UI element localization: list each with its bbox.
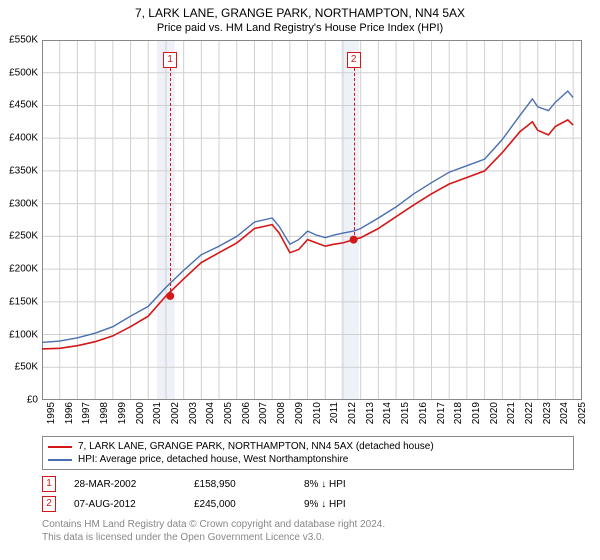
- table-row: 2 07-AUG-2012 £245,000 9% ↓ HPI: [42, 494, 404, 514]
- legend-item: 7, LARK LANE, GRANGE PARK, NORTHAMPTON, …: [48, 440, 568, 453]
- footer-line: Contains HM Land Registry data © Crown c…: [42, 518, 385, 531]
- transaction-table: 1 28-MAR-2002 £158,950 8% ↓ HPI 2 07-AUG…: [42, 474, 404, 514]
- legend-label: HPI: Average price, detached house, West…: [78, 454, 348, 465]
- plot-svg: [42, 40, 582, 400]
- footer: Contains HM Land Registry data © Crown c…: [42, 518, 385, 544]
- chart-title: 7, LARK LANE, GRANGE PARK, NORTHAMPTON, …: [0, 0, 600, 20]
- transaction-diff: 9% ↓ HPI: [304, 499, 404, 510]
- transaction-diff: 8% ↓ HPI: [304, 479, 404, 490]
- transaction-marker-icon: 1: [42, 476, 56, 492]
- plot-background: [42, 40, 582, 400]
- plot-area: £0£50K£100K£150K£200K£250K£300K£350K£400…: [42, 40, 582, 400]
- table-row: 1 28-MAR-2002 £158,950 8% ↓ HPI: [42, 474, 404, 494]
- chart-subtitle: Price paid vs. HM Land Registry's House …: [0, 20, 600, 34]
- transaction-price: £158,950: [194, 479, 304, 490]
- transaction-date: 28-MAR-2002: [74, 479, 194, 490]
- legend: 7, LARK LANE, GRANGE PARK, NORTHAMPTON, …: [42, 436, 574, 470]
- legend-item: HPI: Average price, detached house, West…: [48, 453, 568, 466]
- footer-line: This data is licensed under the Open Gov…: [42, 531, 385, 544]
- legend-swatch: [48, 446, 72, 448]
- chart-container: 7, LARK LANE, GRANGE PARK, NORTHAMPTON, …: [0, 0, 600, 560]
- transaction-price: £245,000: [194, 499, 304, 510]
- legend-label: 7, LARK LANE, GRANGE PARK, NORTHAMPTON, …: [78, 441, 434, 452]
- transaction-date: 07-AUG-2012: [74, 499, 194, 510]
- transaction-marker-icon: 2: [42, 496, 56, 512]
- legend-swatch: [48, 459, 72, 461]
